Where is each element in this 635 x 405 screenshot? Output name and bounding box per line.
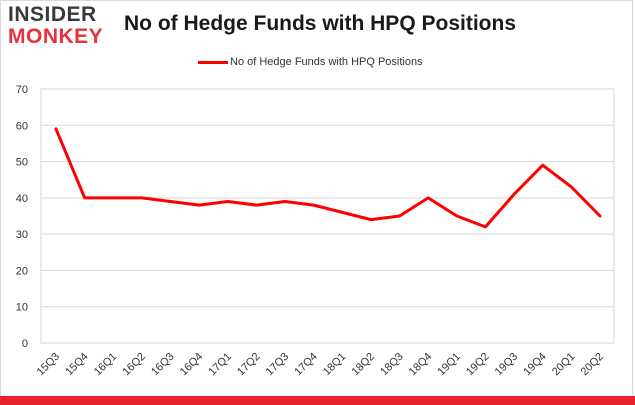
data-point xyxy=(226,200,229,203)
x-tick-label: 18Q2 xyxy=(350,351,378,379)
chart-title: No of Hedge Funds with HPQ Positions xyxy=(124,12,516,35)
x-tick-label: 18Q3 xyxy=(378,351,406,379)
y-tick-label: 10 xyxy=(16,302,28,314)
insider-monkey-logo: INSIDER MONKEY xyxy=(8,4,116,50)
x-tick-label: 17Q2 xyxy=(235,351,263,379)
data-point xyxy=(398,214,401,218)
y-tick-label: 50 xyxy=(16,157,28,169)
y-tick-label: 30 xyxy=(16,229,28,241)
x-tick-label: 19Q4 xyxy=(521,351,549,379)
x-tick-label: 19Q3 xyxy=(493,351,521,379)
x-tick-label: 20Q2 xyxy=(579,351,607,379)
data-point xyxy=(541,164,544,167)
data-point xyxy=(197,203,201,207)
data-point xyxy=(83,196,86,200)
x-tick-label: 16Q3 xyxy=(149,351,177,379)
x-tick-label: 19Q2 xyxy=(464,351,492,379)
logo-text-insider: INSIDER xyxy=(8,3,97,26)
x-tick-label: 19Q1 xyxy=(435,351,463,379)
data-point xyxy=(484,225,487,229)
y-tick-label: 20 xyxy=(16,265,28,277)
data-point xyxy=(255,203,258,207)
legend-swatch xyxy=(198,60,228,64)
y-tick-label: 40 xyxy=(16,193,28,205)
x-tick-label: 15Q4 xyxy=(63,351,91,379)
x-tick-label: 18Q1 xyxy=(321,351,349,379)
data-point xyxy=(570,185,573,189)
x-tick-label: 15Q3 xyxy=(35,351,63,379)
bottom-accent-bar xyxy=(0,396,635,405)
x-tick-label: 16Q1 xyxy=(92,351,120,379)
x-tick-label: 17Q4 xyxy=(292,351,320,379)
data-point xyxy=(112,196,115,200)
data-point xyxy=(54,127,58,131)
x-tick-label: 20Q1 xyxy=(550,351,578,379)
data-point xyxy=(283,200,287,203)
data-point xyxy=(427,196,430,200)
y-tick-label: 60 xyxy=(16,120,28,132)
series-line xyxy=(54,127,602,229)
x-tick-label: 16Q4 xyxy=(178,351,206,379)
data-point xyxy=(341,211,344,214)
data-point xyxy=(140,196,144,200)
legend-label: No of Hedge Funds with HPQ Positions xyxy=(230,56,423,68)
logo-text-monkey: MONKEY xyxy=(8,25,104,48)
x-tick-label: 18Q4 xyxy=(407,351,435,379)
data-point xyxy=(455,214,459,218)
plot-area-border xyxy=(40,88,615,344)
x-tick-label: 17Q1 xyxy=(206,351,234,379)
y-tick-label: 0 xyxy=(22,338,28,350)
data-point xyxy=(598,214,602,218)
chart-legend: No of Hedge Funds with HPQ Positions xyxy=(198,55,423,69)
x-tick-label: 16Q2 xyxy=(120,351,148,379)
y-tick-label: 70 xyxy=(16,84,28,96)
data-point xyxy=(169,200,172,203)
x-tick-label: 17Q3 xyxy=(264,351,292,379)
data-point xyxy=(312,203,315,207)
data-point xyxy=(512,193,516,196)
data-point xyxy=(369,218,373,221)
